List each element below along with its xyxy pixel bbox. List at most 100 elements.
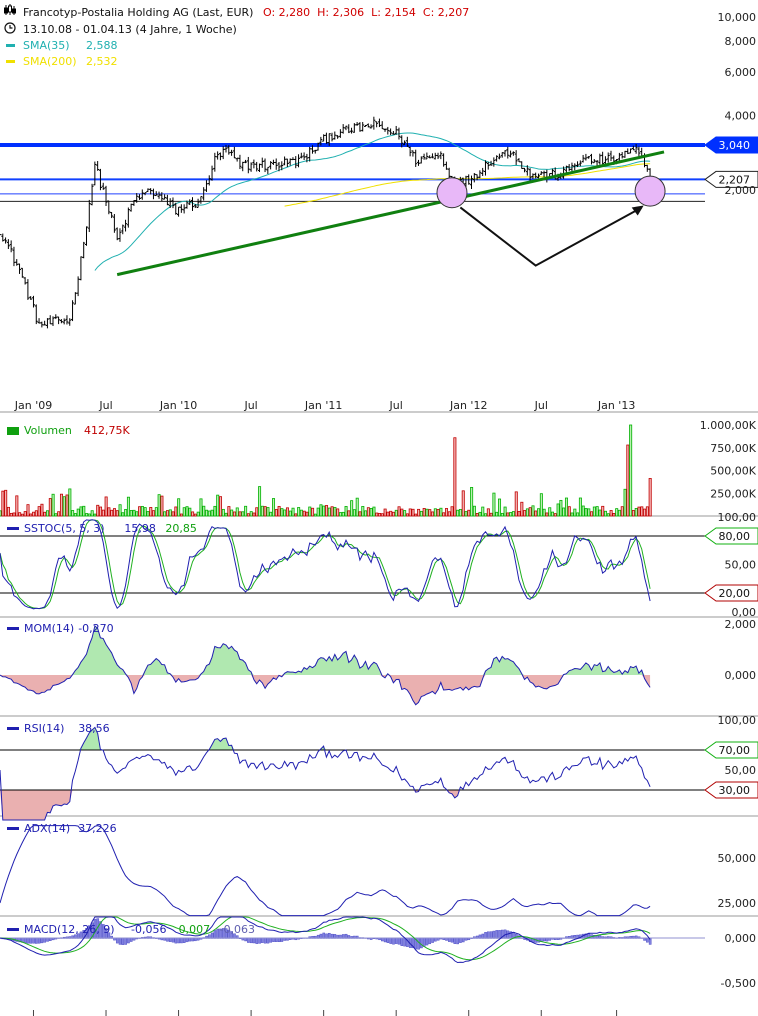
volume-bar xyxy=(355,497,359,517)
indicator-value: 38,56 xyxy=(78,722,110,735)
ohlc-bar xyxy=(576,161,580,168)
ohlc-bar xyxy=(54,314,58,320)
ohlc-bar xyxy=(352,123,356,133)
macd-histogram-bar xyxy=(43,937,47,943)
ohlc-bar xyxy=(59,319,63,324)
ohlc-bar xyxy=(9,240,13,253)
ohlc-bar xyxy=(511,151,515,156)
ohlc-bar xyxy=(562,166,566,179)
volume-bar xyxy=(500,512,504,517)
ohlc-bar xyxy=(157,191,161,199)
ohlc-bar xyxy=(299,152,303,159)
ohlc-bar xyxy=(447,167,451,179)
ohlc-bar xyxy=(405,136,409,147)
ohlc-bar xyxy=(383,128,387,132)
ohlc-bar xyxy=(495,155,499,162)
ohlc-bar xyxy=(274,158,278,170)
y-tick-label: 4,000 xyxy=(725,109,757,122)
volume-bar xyxy=(347,510,351,517)
ohlc-bar xyxy=(26,279,30,300)
macd-histogram-bar xyxy=(26,937,30,944)
macd-histogram-bar xyxy=(417,937,420,950)
volume-bar xyxy=(15,495,19,517)
ohlc-bar xyxy=(366,123,370,128)
rsi-oversold-fill xyxy=(0,790,651,820)
volume-bar xyxy=(12,512,16,517)
sma35-label: SMA(35) xyxy=(23,39,70,52)
ohlc-bar xyxy=(525,165,529,176)
badge-shape xyxy=(704,781,758,799)
volume-bar xyxy=(93,513,97,517)
ohlc-bar xyxy=(260,157,264,168)
ohlc-bar xyxy=(96,161,100,171)
volume-bar xyxy=(196,511,200,517)
ohlc-bar xyxy=(397,127,401,140)
badge-shape xyxy=(704,741,758,759)
ohlc-bar xyxy=(93,161,97,186)
ohlc-bar xyxy=(269,161,273,170)
stoch-tick: 50,00 xyxy=(725,559,757,572)
macd-histogram-bar xyxy=(118,937,122,945)
volume-bar xyxy=(269,511,273,517)
ohlc-bar xyxy=(570,162,574,173)
ohlc-bar xyxy=(506,146,510,159)
volume-bar xyxy=(258,486,262,517)
ohlc-bar xyxy=(126,207,130,228)
ohlc-bar xyxy=(637,146,641,157)
volume-bar xyxy=(179,513,183,517)
volume-bar xyxy=(484,513,488,517)
macd-histogram-bar xyxy=(447,937,451,942)
ohlc-bar xyxy=(584,153,588,161)
ohlc-bar xyxy=(408,146,412,157)
volume-bar xyxy=(523,510,527,517)
sma200-line xyxy=(284,163,651,207)
rsi-70-badge: 70,00 xyxy=(704,741,758,759)
ohlc-bar xyxy=(467,174,471,185)
volume-bar xyxy=(46,510,50,517)
ohlc-bar xyxy=(227,145,231,155)
indicator-value: -0,063 xyxy=(220,923,255,936)
volume-bar xyxy=(453,437,457,517)
volume-bar xyxy=(414,513,418,517)
volume-bar xyxy=(112,508,116,517)
volume-bar xyxy=(553,513,557,517)
volume-bar xyxy=(325,505,329,517)
volume-bar xyxy=(249,511,253,517)
volume-bar xyxy=(149,507,153,517)
ohlc-bar xyxy=(87,199,91,233)
volume-bar xyxy=(227,506,231,517)
badge-label: 70,00 xyxy=(719,744,751,757)
ohlc-bar xyxy=(567,164,571,171)
ohlc-bar xyxy=(514,150,518,165)
volume-bar xyxy=(107,507,111,517)
ohlc-bar xyxy=(238,154,242,170)
volume-bar xyxy=(506,512,510,517)
volume-bar xyxy=(297,507,301,517)
volume-bar xyxy=(629,424,633,517)
volume-bar xyxy=(545,512,549,517)
sma35-swatch xyxy=(6,44,15,47)
adx-line xyxy=(0,825,651,917)
volume-bar xyxy=(216,494,220,517)
ohlc-bar xyxy=(76,276,80,297)
volume-bar xyxy=(344,506,348,517)
ohlc-bar xyxy=(361,122,365,132)
volume-icon xyxy=(7,427,19,435)
ohlc-bar xyxy=(394,125,398,135)
indicator-label: MOM(14) xyxy=(24,622,74,635)
volume-bar xyxy=(492,492,496,517)
ohlc-bar xyxy=(112,214,116,233)
ohlc-bar xyxy=(444,161,448,170)
ohlc-bar xyxy=(620,152,624,159)
macd-histogram-bar xyxy=(498,930,501,939)
volume-bar xyxy=(140,506,144,517)
ohlc-bar xyxy=(531,173,535,179)
ohlc-bar xyxy=(140,189,144,200)
ohlc-bar xyxy=(18,263,22,274)
ohlc-bar xyxy=(138,194,141,200)
volume-bar xyxy=(160,495,164,517)
macd-histogram-bar xyxy=(389,937,393,944)
macd-histogram-bar xyxy=(166,937,169,942)
volume-bar xyxy=(71,510,75,517)
ohlc-bar xyxy=(313,149,317,154)
